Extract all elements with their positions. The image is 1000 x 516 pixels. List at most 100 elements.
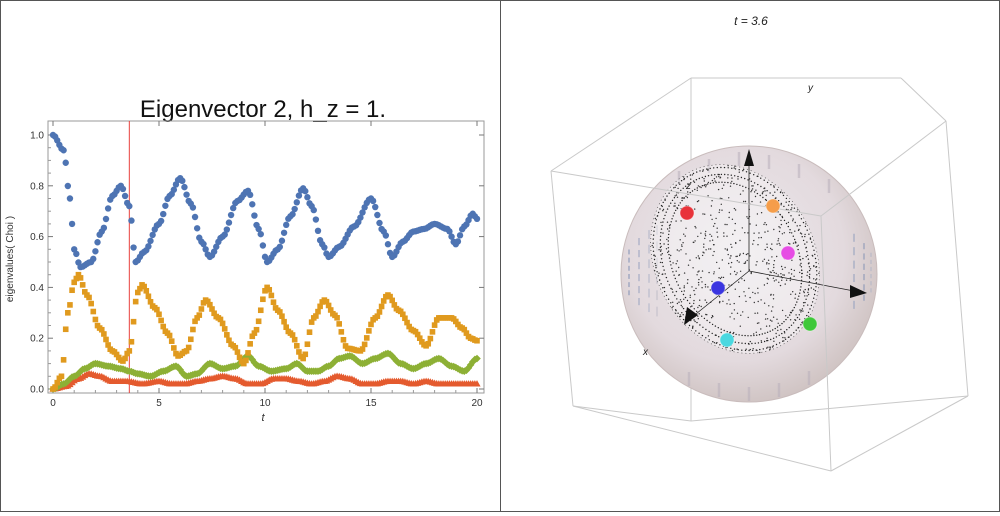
data-point [132,298,139,305]
eigenvalue-plot-panel: Eigenvector 2, h_z = 1. 0 5 10 15 20 0.0 0.2 0.… [0,0,501,512]
ellipsoid-dot [809,238,812,240]
ellipsoid-rim-dot [736,183,738,186]
ellipsoid-dot [755,189,757,191]
ellipsoid-dot [662,210,664,212]
ellipsoid-dot [694,320,696,323]
data-point [441,358,449,367]
ellipsoid-dot [713,271,715,273]
ellipsoid-dot [807,293,810,296]
ellipsoid-dot [654,255,656,257]
data-point [92,248,99,255]
ellipsoid-dot [683,287,685,289]
ellipsoid-rim-dot [669,224,671,226]
ellipsoid-dot [718,175,720,178]
ellipsoid-rim-dot [787,225,789,228]
data-point [66,195,74,202]
ellipsoid-dot [798,318,801,320]
ellipsoid-rim-dot [672,305,674,308]
ellipsoid-rim-dot [670,202,672,204]
ellipsoid-rim-dot [652,250,655,252]
ellipsoid-dot [715,176,718,178]
ellipsoid-dot [777,329,779,332]
ellipsoid-dot [766,277,768,279]
data-point [425,340,432,347]
ellipsoid-dot [764,222,766,224]
data-point [245,350,251,356]
ellipsoid-dot [733,318,735,320]
ellipsoid-dot [667,251,669,254]
ellipsoid-dot [794,297,796,299]
ellipsoid-rim-dot [673,212,676,214]
ellipsoid-rim-dot [792,218,794,220]
x-tick-label: 0 [50,398,56,409]
ellipsoid-rim-dot [794,221,796,224]
series-eigenvalue-4 [49,369,481,392]
ellipsoid-rim-dot [763,187,765,190]
ellipsoid-dot [790,273,793,275]
ellipsoid-rim-dot [665,294,668,297]
ellipsoid-rim-dot [769,192,771,194]
ellipsoid-rim-dot [774,327,776,330]
ellipsoid-rim-dot [807,291,809,294]
ellipsoid-dot [711,280,713,283]
data-point [259,242,267,249]
ellipsoid-dot [723,232,725,234]
ellipsoid-dot [690,306,692,308]
ellipsoid-rim-dot [808,233,810,235]
ellipsoid-rim-dot [659,243,661,245]
ellipsoid-rim-dot [801,276,803,278]
ellipsoid-dot [753,333,755,335]
ellipsoid-dot [768,325,771,327]
ellipsoid-rim-dot [796,316,799,319]
ellipsoid-rim-dot [660,204,663,207]
ellipsoid-dot [794,293,797,295]
ellipsoid-rim-dot [707,183,709,185]
ellipsoid-dot [731,180,733,183]
ellipsoid-dot [709,289,711,291]
ellipsoid-dot [701,287,703,289]
ellipsoid-dot [716,261,718,264]
data-point [392,357,401,365]
ellipsoid-rim-dot [794,304,797,306]
data-point [86,294,92,301]
ellipsoid-dot [767,268,769,270]
ellipsoid-dot [739,239,741,242]
ellipsoid-dot [697,200,700,202]
ellipsoid-dot [674,195,676,197]
ellipsoid-dot [755,331,757,333]
ellipsoid-dot [756,312,759,314]
data-point [295,192,303,199]
ellipsoid-dot [763,258,766,260]
ellipsoid-rim-dot [807,254,809,257]
ellipsoid-rim-dot [760,185,762,188]
data-point [94,239,101,246]
ellipsoid-rim-dot [770,184,772,186]
ellipsoid-rim-dot [760,177,762,179]
ellipsoid-rim-dot [779,191,782,194]
ellipsoid-dot [738,254,741,257]
ellipsoid-rim-dot [663,269,665,271]
ellipsoid-dot [792,291,794,293]
data-point [209,306,215,312]
ellipsoid-dot [704,237,706,240]
ellipsoid-rim-dot [800,282,802,285]
data-point [384,241,392,248]
ellipsoid-dot [700,305,702,308]
state-point-red [679,205,695,221]
data-point [171,345,177,351]
ellipsoid-rim-dot [724,181,726,184]
data-point [64,182,72,190]
data-point [130,244,137,251]
ellipsoid-dot [792,220,794,222]
data-point [473,215,481,223]
ellipsoid-dot [683,290,685,292]
ellipsoid-rim-dot [754,342,756,344]
data-point [397,308,404,315]
ellipsoid-dot [703,178,705,180]
ellipsoid-rim-dot [800,269,803,271]
ellipsoid-rim-dot [770,338,772,341]
ellipsoid-dot [780,265,783,268]
ellipsoid-dot [740,314,742,316]
ellipsoid-dot [679,183,681,185]
ellipsoid-rim-dot [738,342,740,344]
